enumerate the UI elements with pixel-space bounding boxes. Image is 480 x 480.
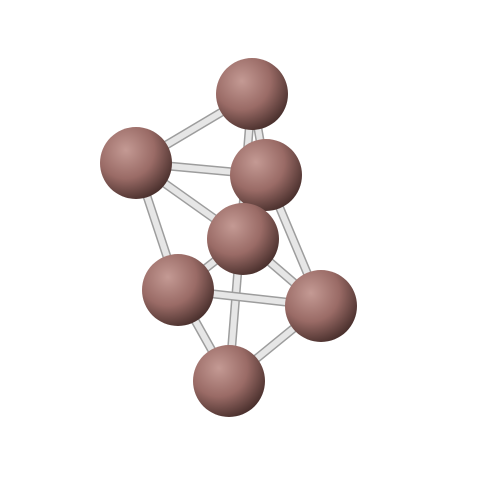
atom-top (216, 58, 288, 130)
atoms (100, 58, 357, 417)
atom-upperRight (230, 139, 302, 211)
atom-midLeft (142, 254, 214, 326)
atom-bottom (193, 345, 265, 417)
atom-right (285, 270, 357, 342)
atom-center (207, 203, 279, 275)
atom-left (100, 127, 172, 199)
